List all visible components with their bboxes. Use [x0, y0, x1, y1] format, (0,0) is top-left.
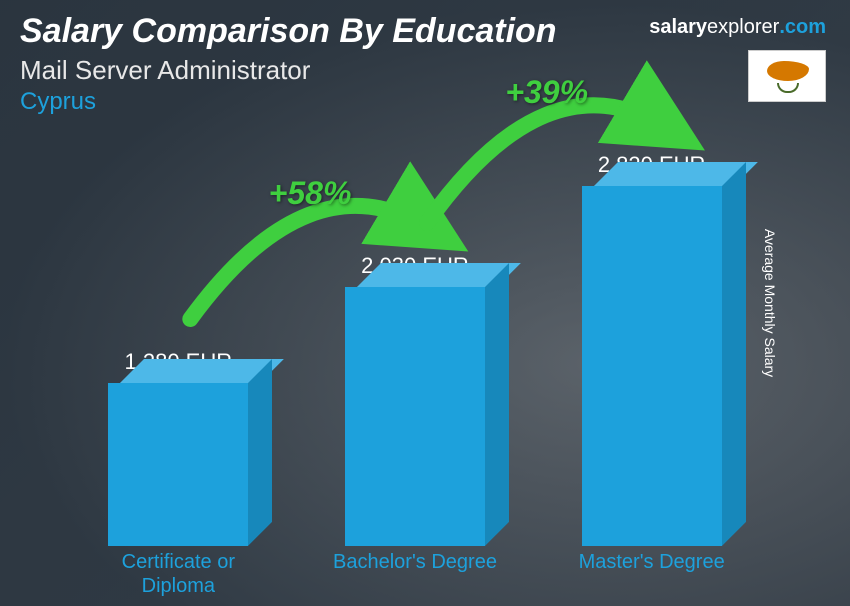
percent-increase-label: +58%	[269, 175, 352, 212]
job-title: Mail Server Administrator	[20, 55, 830, 86]
brand-part1: salary	[649, 16, 707, 38]
bar	[345, 287, 485, 546]
percent-increase-label: +39%	[505, 74, 588, 111]
country-label: Cyprus	[20, 88, 830, 116]
bar	[108, 383, 248, 546]
flag-island-shape	[767, 61, 809, 81]
bar	[582, 186, 722, 546]
bar-chart: 1,280 EUR 2,030 EUR 2,820 EUR	[60, 126, 770, 546]
brand-logo: salaryexplorer.com	[649, 16, 826, 39]
category-label: Bachelor's Degree	[325, 550, 505, 602]
category-labels-row: Certificate or Diploma Bachelor's Degree M…	[60, 550, 770, 602]
bar-group: 1,280 EUR	[88, 349, 268, 546]
brand-part2: explorer	[707, 16, 779, 38]
bar-group: 2,820 EUR	[562, 152, 742, 546]
bar-group: 2,030 EUR	[325, 253, 505, 546]
category-label: Certificate or Diploma	[88, 550, 268, 602]
brand-domain: .com	[779, 16, 826, 38]
category-label: Master's Degree	[562, 550, 742, 602]
country-flag-icon	[748, 50, 826, 102]
flag-leaves-shape	[777, 83, 799, 93]
